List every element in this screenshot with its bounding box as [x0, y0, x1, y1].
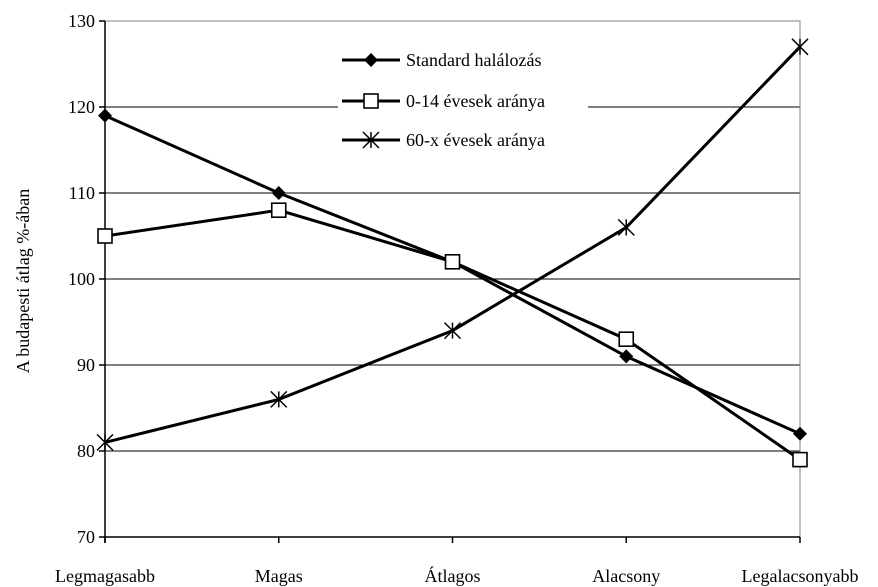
data-point	[792, 451, 808, 468]
data-point	[618, 331, 635, 348]
x-tick-label: Alacsony	[592, 566, 660, 586]
data-point	[617, 218, 635, 236]
data-point	[98, 108, 112, 123]
series-3	[96, 38, 809, 451]
legend-marker	[363, 93, 379, 109]
legend-item: 60-x évesek aránya	[338, 126, 588, 154]
gridlines	[105, 106, 800, 452]
legend-item: Standard halálozás	[338, 46, 588, 74]
y-tick-label: 110	[69, 183, 95, 203]
y-tick-label: 70	[77, 527, 95, 547]
y-tick-label: 130	[68, 11, 95, 31]
legend-marker	[362, 131, 380, 149]
data-point	[619, 349, 634, 364]
tick-labels: 70 80 90 100 110 120 130 Legmagasabb Magas Átlago…	[55, 11, 858, 586]
legend-label: 60-x évesek aránya	[406, 130, 545, 150]
series-lines	[96, 38, 809, 468]
x-tick-label: Legalacsonyabb	[742, 566, 859, 586]
x-tick-label: Magas	[255, 566, 303, 586]
legend: Standard halálozás 0-14 évesek aránya 60-x…	[338, 46, 588, 154]
data-point	[271, 186, 286, 200]
data-point	[270, 390, 288, 408]
legend-marker	[364, 53, 378, 67]
y-tick-label: 100	[68, 269, 95, 289]
y-tick-label: 80	[77, 441, 95, 461]
legend-label: Standard halálozás	[406, 50, 541, 70]
y-tick-label: 90	[77, 355, 95, 375]
y-tick-label: 120	[68, 97, 95, 117]
x-tick-label: Átlagos	[425, 565, 481, 586]
series-2	[97, 202, 808, 468]
data-point	[791, 38, 809, 56]
data-point	[444, 254, 461, 270]
data-point	[96, 433, 114, 451]
x-tick-label: Legmagasabb	[55, 566, 155, 586]
data-point	[443, 322, 462, 340]
legend-item: 0-14 évesek aránya	[338, 87, 588, 115]
legend-label: 0-14 évesek aránya	[406, 91, 545, 111]
data-point	[97, 228, 113, 244]
data-point	[270, 202, 287, 218]
y-axis-title: A budapesti átlag %-ában	[13, 189, 33, 373]
data-point	[793, 426, 807, 441]
